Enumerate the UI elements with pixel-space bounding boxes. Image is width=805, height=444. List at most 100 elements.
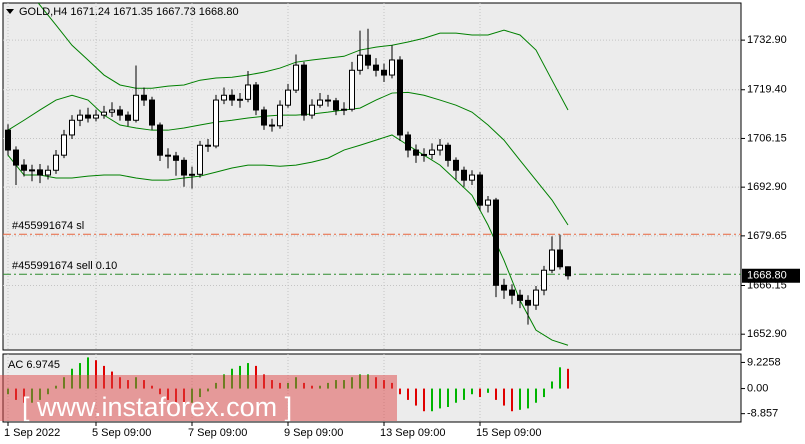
indicator-bar (535, 388, 537, 403)
y-tick-label: 1732.90 (747, 34, 787, 46)
price-tag (742, 268, 800, 283)
candle-body (197, 144, 203, 175)
indicator-bar (87, 357, 89, 389)
candle-body (181, 159, 187, 176)
candle-body (469, 174, 475, 181)
x-tick-label: 9 Sep 09:00 (284, 427, 343, 439)
candle-body (141, 94, 147, 101)
candle-body (53, 154, 59, 171)
indicator-bar (551, 381, 553, 389)
y-tick-label: 9.2258 (747, 356, 781, 368)
indicator-bar (495, 388, 497, 400)
y-tick-label: 1692.90 (747, 181, 787, 193)
candle-body (45, 169, 51, 176)
indicator-bar (511, 388, 513, 412)
x-tick-label: 5 Sep 09:00 (92, 427, 151, 439)
x-tick-label: 15 Sep 09:00 (476, 427, 541, 439)
candle-body (333, 100, 339, 111)
candle-body (461, 169, 467, 181)
plot-area: 1732.901719.401706.151692.901679.651666.… (3, 3, 800, 439)
candle-body (61, 134, 67, 156)
indicator-bar (543, 388, 545, 398)
indicator-bar (503, 388, 505, 406)
indicator-bar (471, 388, 473, 395)
candle-body (557, 249, 563, 268)
candle-body (117, 109, 123, 116)
candle-body (101, 111, 107, 116)
candle-body (221, 94, 227, 101)
watermark: [ www.instaforex.com ] (22, 392, 292, 422)
candle-body (485, 199, 491, 206)
candle-body (445, 144, 451, 161)
menu-arrow[interactable] (6, 9, 14, 14)
candle-body (309, 104, 315, 116)
candle-body (349, 69, 355, 110)
candle-body (229, 94, 235, 101)
indicator-bar (479, 388, 481, 398)
indicator-bar (455, 388, 457, 403)
candle-body (317, 99, 323, 106)
indicator-bar (559, 367, 561, 389)
indicator-bar (463, 388, 465, 400)
indicator-title: AC 6.9745 (8, 359, 60, 371)
candle-body (93, 114, 99, 119)
candle-body (277, 104, 283, 127)
order-label: #455991674 sell 0.10 (12, 260, 117, 272)
indicator-bar (415, 388, 417, 406)
candle-body (85, 114, 91, 119)
candle-body (37, 169, 43, 176)
y-tick-label: 1706.15 (747, 132, 787, 144)
indicator-bar (399, 388, 401, 395)
candle-body (413, 149, 419, 156)
candle-body (189, 173, 195, 176)
candle-body (109, 109, 115, 113)
candle-body (157, 124, 163, 156)
candle-body (285, 89, 291, 106)
indicator-bar (423, 388, 425, 412)
candle-body (549, 249, 555, 271)
candle-body (21, 164, 27, 171)
order-label: #455991674 sl (12, 220, 84, 232)
candle-body (13, 149, 19, 166)
candle-body (517, 294, 523, 301)
candle-body (133, 94, 139, 121)
x-tick-label: 13 Sep 09:00 (380, 427, 445, 439)
candle-body (325, 99, 331, 102)
candle-body (253, 84, 259, 111)
candle-body (421, 153, 427, 156)
candle-body (453, 159, 459, 171)
candle-body (173, 155, 179, 161)
watermark-box (0, 375, 397, 421)
candle-body (149, 99, 155, 126)
indicator-bar (431, 388, 433, 412)
candle-body (29, 169, 35, 172)
candle-body (493, 199, 499, 286)
band-line (37, 3, 569, 111)
candle-body (525, 299, 531, 306)
y-tick-label: -8.857 (747, 408, 778, 420)
x-tick-label: 1 Sep 2022 (4, 427, 60, 439)
candle-body (69, 119, 75, 136)
candle-body (301, 64, 307, 116)
indicator-bar (487, 388, 489, 393)
candle-body (213, 99, 219, 147)
candle-body (397, 59, 403, 136)
candle-body (77, 114, 83, 121)
candle-body (205, 144, 211, 147)
chart-title: GOLD,H4 1671.24 1671.35 1667.73 1668.80 (19, 6, 239, 18)
candle-body (341, 108, 347, 111)
candle-body (541, 269, 547, 291)
candle-body (565, 266, 571, 277)
y-tick-label: 1652.90 (747, 328, 787, 340)
candle-body (293, 64, 299, 91)
y-tick-label: 0.00 (747, 382, 768, 394)
candle-body (509, 289, 515, 296)
candle-body (269, 124, 275, 127)
indicator-bar (567, 368, 569, 389)
y-tick-label: 1679.65 (747, 230, 787, 242)
candle-body (389, 59, 395, 76)
candle-body (5, 129, 11, 151)
candle-body (165, 154, 171, 157)
candle-body (245, 84, 251, 100)
